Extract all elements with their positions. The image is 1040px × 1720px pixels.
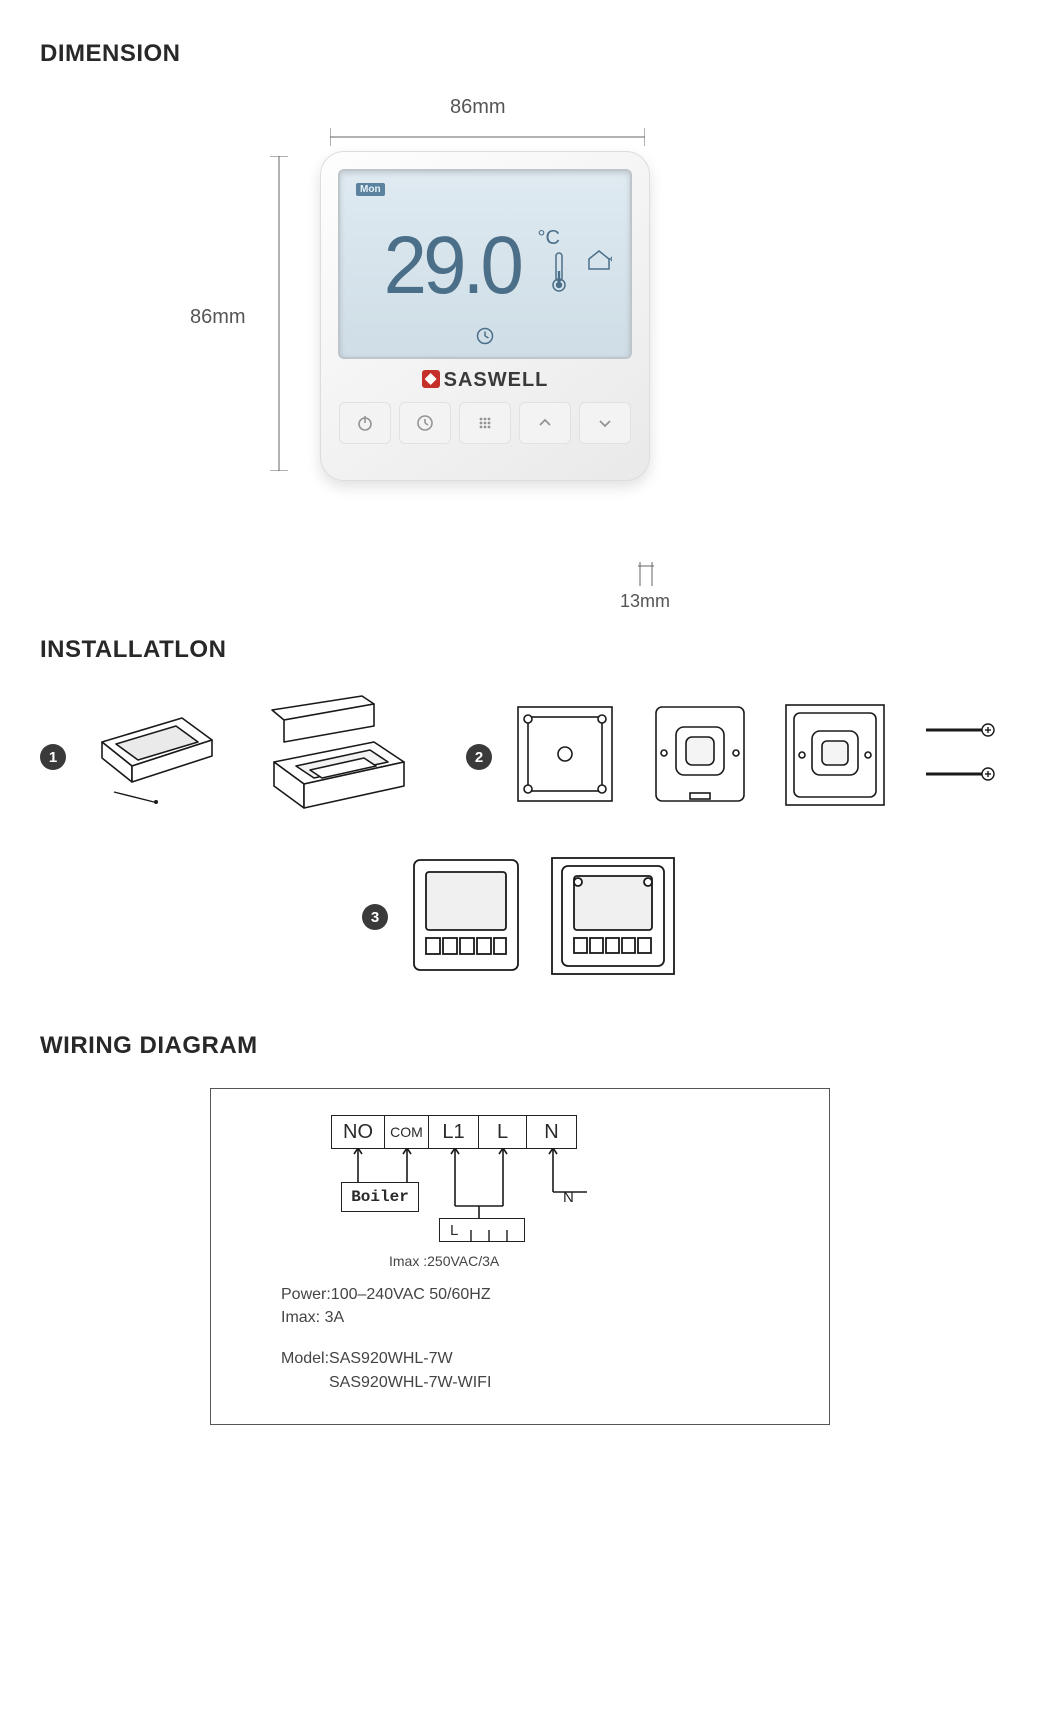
installation-row-2: 3 [40, 852, 1000, 982]
fuse-box: L [439, 1218, 525, 1242]
installation-row-1: 1 [40, 692, 1000, 822]
home-away-icon [586, 249, 612, 271]
thermostat-button-row [338, 402, 632, 444]
wiring-title: WIRING DIAGRAM [40, 1032, 1000, 1060]
wiring-section: WIRING DIAGRAM NO COM L1 L N [40, 1032, 1000, 1425]
thermostat-lcd: Mon 29.0 °C [338, 169, 632, 359]
wiring-imax-note: Imax :250VAC/3A [389, 1253, 799, 1269]
dim-height-bracket [270, 156, 288, 471]
dimension-figure: 86mm 86mm Mon 29.0 °C [190, 96, 810, 556]
lcd-unit: °C [538, 227, 560, 250]
up-button[interactable] [519, 402, 571, 444]
step1-graphics [84, 692, 414, 822]
terminal-n: N [527, 1115, 577, 1149]
step1-back-box-icon [254, 692, 414, 822]
step3-mounted-unit-icon [548, 852, 678, 982]
clock-button[interactable] [399, 402, 451, 444]
down-button[interactable] [579, 402, 631, 444]
step2-wallbox-icon [510, 697, 620, 817]
dim-height-label: 86mm [190, 306, 246, 329]
brand-logo-icon [422, 370, 440, 388]
chevron-down-icon [596, 414, 614, 432]
terminal-strip: NO COM L1 L N [331, 1115, 799, 1149]
thermostat-device: Mon 29.0 °C [320, 151, 650, 481]
brand-text: SASWELL [444, 369, 549, 391]
step2-screws-icon [920, 702, 1000, 812]
chevron-up-icon [536, 414, 554, 432]
step3-front-unit-icon [406, 852, 526, 982]
dim-depth-label: 13mm [620, 591, 670, 612]
dimension-section: DIMENSION 86mm 86mm Mon 29.0 °C [40, 40, 1000, 556]
terminal-no: NO [331, 1115, 385, 1149]
step2-assembled-icon [780, 697, 890, 817]
installation-section: INSTALLATLON 1 [40, 636, 1000, 982]
dim-depth-tick [638, 562, 658, 586]
terminal-com: COM [385, 1115, 429, 1149]
step3-graphics [406, 852, 678, 982]
brand-label: SASWELL [338, 369, 632, 392]
step1-front-panel-icon [84, 702, 224, 812]
wiring-model-line1: Model:SAS920WHL-7W [281, 1347, 799, 1370]
clock-btn-icon [416, 414, 434, 432]
step-badge-2: 2 [466, 744, 492, 770]
wiring-power-line: Power:100–240VAC 50/60HZ [281, 1283, 799, 1306]
fuse-l-label: L [450, 1222, 458, 1239]
clock-icon [476, 327, 494, 345]
terminal-l1: L1 [429, 1115, 479, 1149]
thermometer-icon [550, 251, 568, 293]
lcd-temperature: 29.0 [384, 219, 520, 313]
step2-plate-icon [650, 697, 750, 817]
step2-graphics [510, 697, 1000, 817]
grid-icon [476, 414, 494, 432]
step-badge-3: 3 [362, 904, 388, 930]
terminal-l: L [479, 1115, 527, 1149]
menu-button[interactable] [459, 402, 511, 444]
dimension-title: DIMENSION [40, 40, 1000, 68]
wiring-model-line2: SAS920WHL-7W-WIFI [329, 1371, 799, 1394]
installation-title: INSTALLATLON [40, 636, 1000, 664]
dim-width-bracket [330, 128, 645, 146]
dim-width-label: 86mm [450, 96, 506, 119]
wiring-imax-line: Imax: 3A [281, 1306, 799, 1329]
lcd-day-badge: Mon [356, 183, 385, 196]
power-icon [356, 414, 374, 432]
power-button[interactable] [339, 402, 391, 444]
wiring-diagram-box: NO COM L1 L N [210, 1088, 830, 1425]
wiring-lines: Boiler L N [331, 1148, 651, 1244]
fuse-n-label: N [563, 1189, 574, 1206]
step-badge-1: 1 [40, 744, 66, 770]
boiler-box: Boiler [341, 1182, 419, 1212]
